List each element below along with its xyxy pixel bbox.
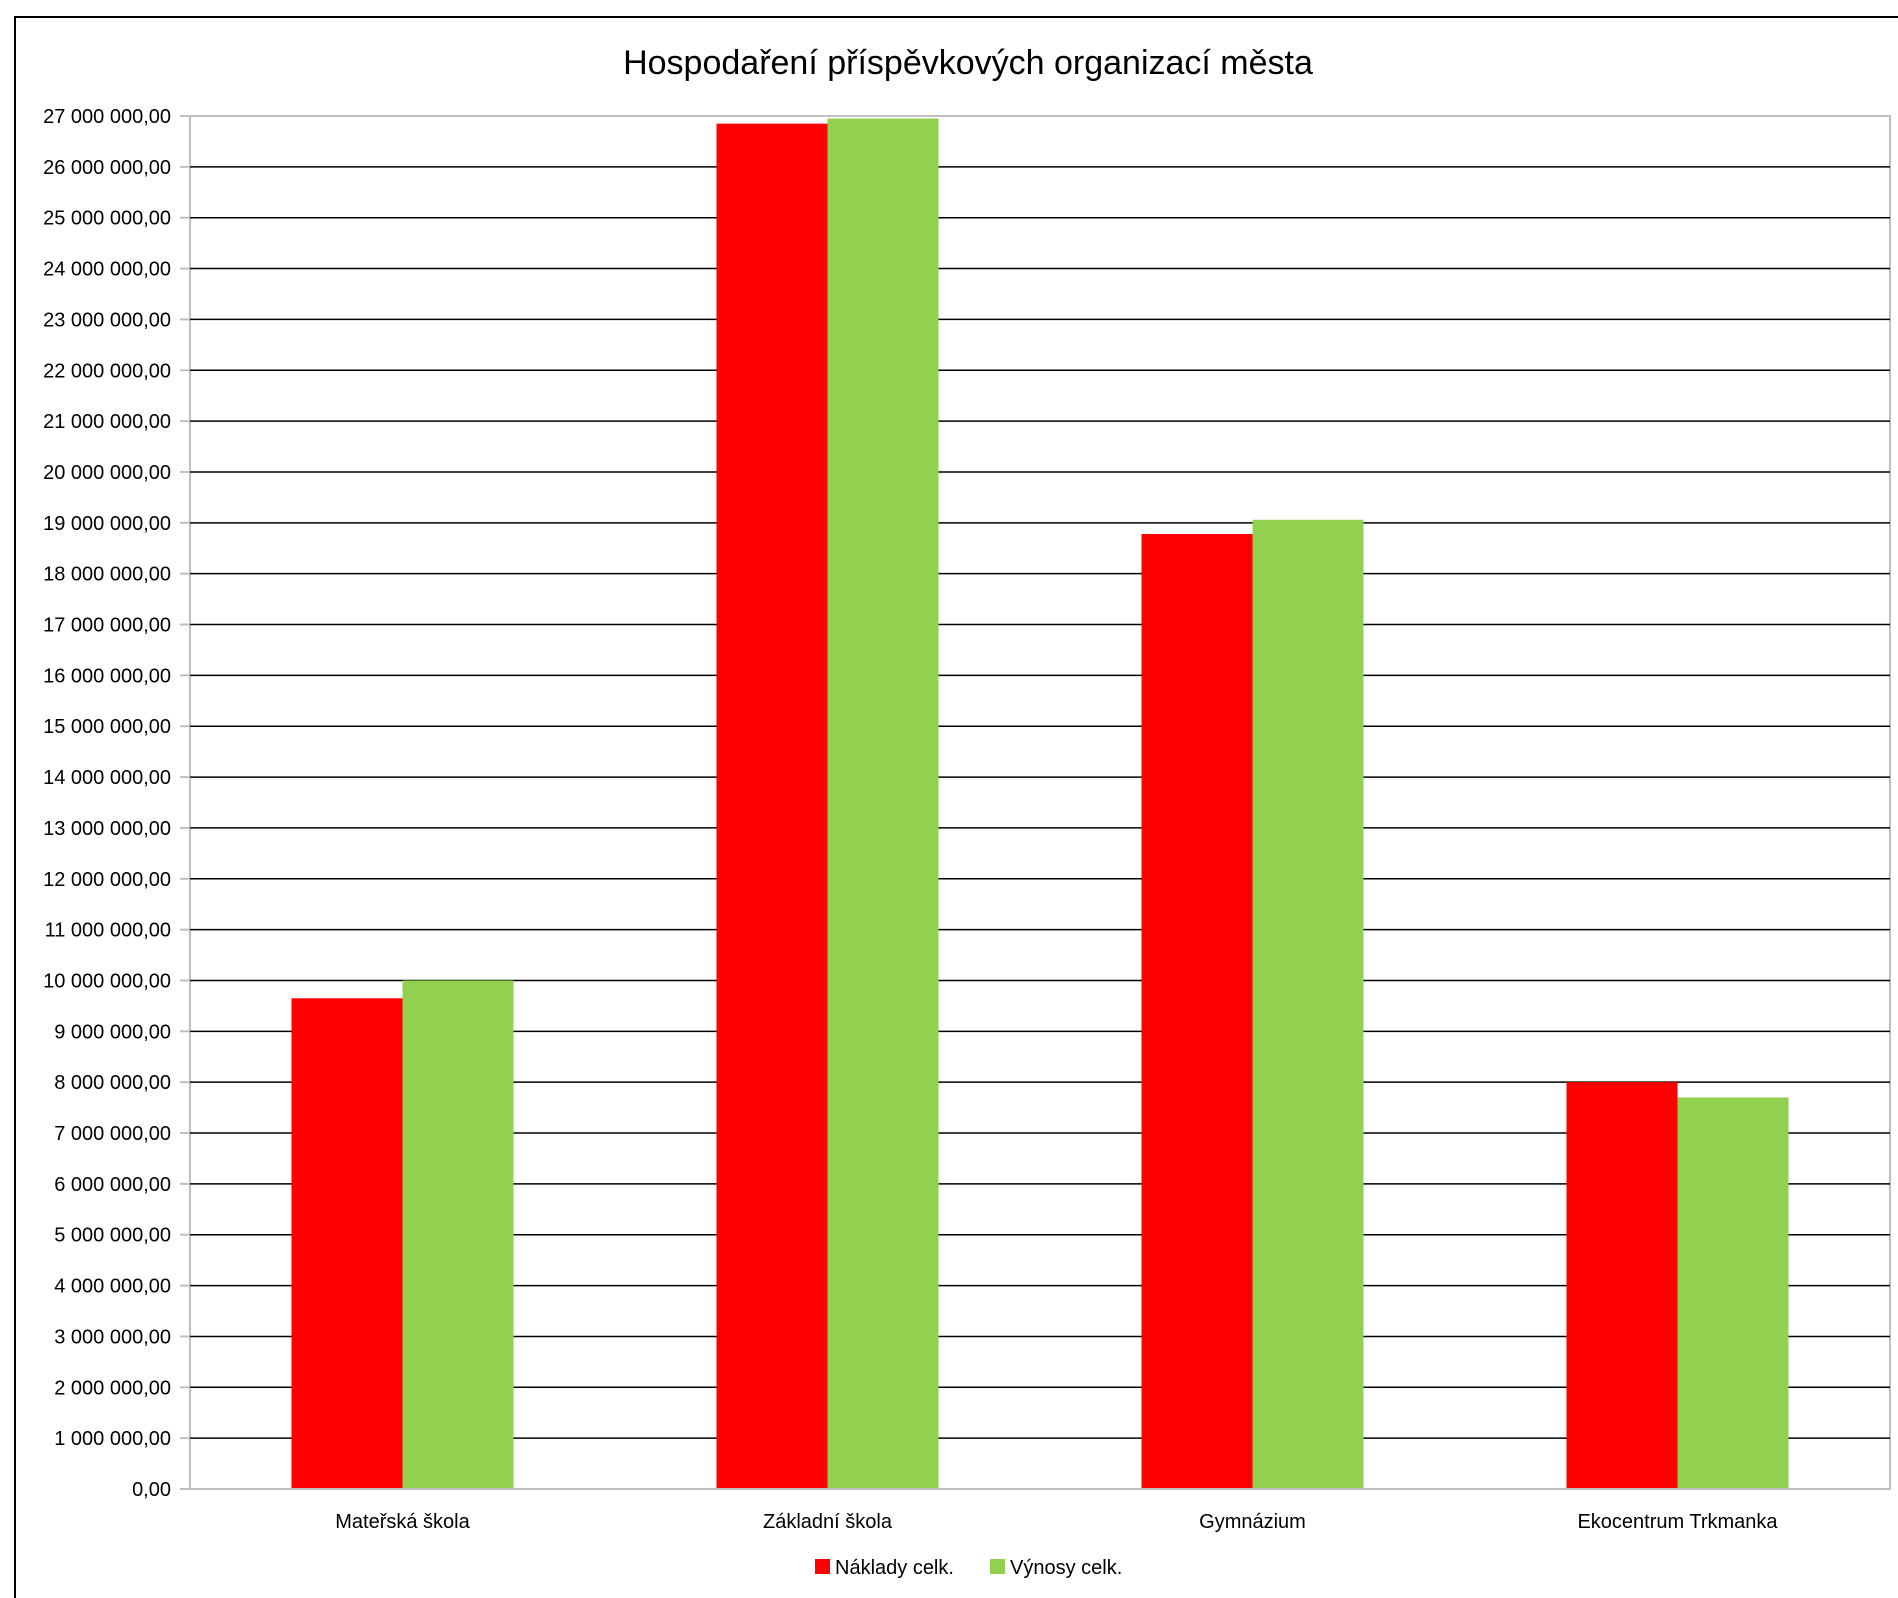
y-tick-label: 15 000 000,00: [43, 716, 171, 738]
legend-label: Výnosy celk.: [1010, 1557, 1122, 1579]
y-tick-label: 4 000 000,00: [54, 1276, 171, 1298]
y-tick-label: 19 000 000,00: [43, 513, 171, 535]
y-tick-label: 20 000 000,00: [43, 462, 171, 484]
y-tick-label: 26 000 000,00: [43, 157, 171, 179]
x-axis-tick-labels: Mateřská škola Základní škola Gymnázium Eko…: [335, 1511, 1778, 1533]
y-tick-label: 7 000 000,00: [54, 1123, 171, 1145]
y-tick-label: 1 000 000,00: [54, 1428, 171, 1450]
bar-naklady: [1141, 534, 1253, 1489]
bar-naklady: [291, 998, 403, 1489]
y-tick-label: 8 000 000,00: [54, 1072, 171, 1094]
bar-naklady: [716, 123, 828, 1489]
y-tick-label: 3 000 000,00: [54, 1326, 171, 1348]
y-axis-tick-labels: 0,00 1 000 000,00 2 000 000,00 3 000 000,00…: [43, 106, 171, 1501]
y-tick-label: 21 000 000,00: [43, 411, 171, 433]
y-tick-label: 2 000 000,00: [54, 1377, 171, 1399]
y-tick-label: 5 000 000,00: [54, 1225, 171, 1247]
legend-label: Náklady celk.: [835, 1557, 954, 1579]
y-tick-label: 27 000 000,00: [43, 106, 171, 128]
bars: [291, 118, 1789, 1489]
y-tick-label: 16 000 000,00: [43, 665, 171, 687]
chart-title: Hospodaření příspěvkových organizací měs…: [623, 44, 1313, 82]
x-tick-label: Gymnázium: [1199, 1511, 1306, 1533]
x-tick-label: Ekocentrum Trkmanka: [1577, 1511, 1778, 1533]
x-tick-label: Základní škola: [763, 1511, 893, 1533]
legend-swatch: [815, 1559, 830, 1574]
y-tick-label: 18 000 000,00: [43, 564, 171, 586]
y-tick-label: 22 000 000,00: [43, 360, 171, 382]
bar-vynosy: [827, 118, 939, 1489]
y-tick-label: 13 000 000,00: [43, 818, 171, 840]
y-tick-label: 17 000 000,00: [43, 615, 171, 637]
y-tick-label: 24 000 000,00: [43, 259, 171, 281]
y-tick-label: 9 000 000,00: [54, 1021, 171, 1043]
bar-vynosy: [1677, 1097, 1789, 1489]
legend-swatch: [990, 1559, 1005, 1574]
bar-vynosy: [1252, 519, 1364, 1489]
y-tick-label: 0,00: [132, 1479, 171, 1501]
bar-naklady: [1566, 1082, 1678, 1489]
y-tick-label: 23 000 000,00: [43, 309, 171, 331]
y-tick-label: 12 000 000,00: [43, 869, 171, 891]
legend: Náklady celk. Výnosy celk.: [815, 1557, 1122, 1579]
y-tick-label: 10 000 000,00: [43, 970, 171, 992]
y-tick-label: 6 000 000,00: [54, 1174, 171, 1196]
x-tick-label: Mateřská škola: [335, 1511, 470, 1533]
bar-vynosy: [402, 980, 514, 1489]
y-tick-label: 14 000 000,00: [43, 767, 171, 789]
y-tick-label: 11 000 000,00: [45, 920, 171, 942]
y-tick-label: 25 000 000,00: [43, 208, 171, 230]
gridlines: [180, 115, 1890, 1490]
